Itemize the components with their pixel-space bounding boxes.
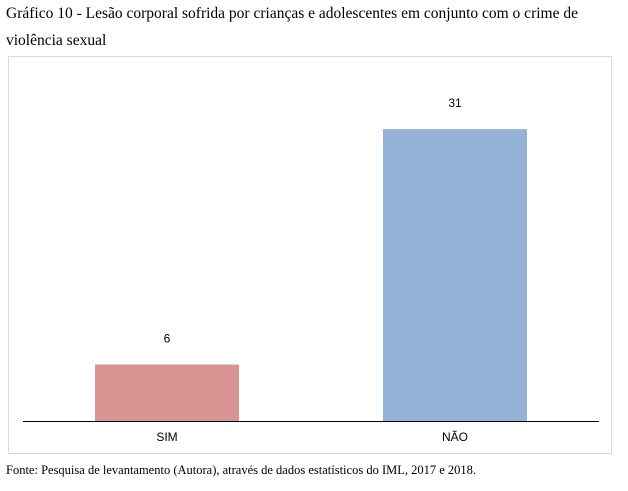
bar-sim bbox=[95, 364, 239, 421]
bar-não bbox=[383, 129, 527, 421]
bar-chart: 6 SIM 31 NÃO bbox=[23, 96, 599, 444]
labels-layer: 6 SIM 31 NÃO bbox=[156, 96, 468, 444]
chart-frame: 6 SIM 31 NÃO bbox=[8, 56, 612, 454]
bars-layer bbox=[95, 129, 527, 421]
x-tick-label-não: NÃO bbox=[442, 430, 468, 444]
source-note: Fonte: Pesquisa de levantamento (Autora)… bbox=[6, 463, 477, 477]
x-tick-label-sim: SIM bbox=[156, 430, 177, 444]
data-label-sim: 6 bbox=[164, 332, 171, 346]
data-label-não: 31 bbox=[448, 96, 462, 110]
figure-title: Gráfico 10 - Lesão corporal sofrida por … bbox=[6, 5, 578, 49]
